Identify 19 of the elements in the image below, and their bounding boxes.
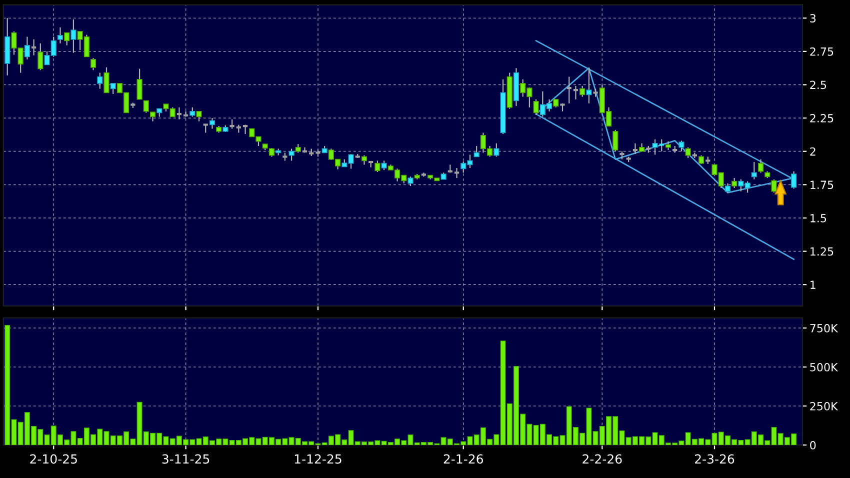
y-tick-label: 1.5 bbox=[810, 214, 826, 222]
y-tick-label: 2.75 bbox=[810, 47, 834, 56]
y-tick-label: 1.75 bbox=[810, 180, 834, 190]
y-tick-label: 3 bbox=[810, 14, 816, 22]
y-tick-label: 750K bbox=[810, 324, 838, 332]
x-tick-label: 2-2-26 bbox=[582, 454, 622, 464]
y-tick-label: 250K bbox=[810, 402, 838, 410]
y-tick-label: 1.25 bbox=[810, 247, 834, 256]
x-tick-label: 1-12-25 bbox=[294, 454, 342, 464]
x-tick-label: 2-1-26 bbox=[444, 454, 483, 464]
y-tick-label: 1 bbox=[810, 280, 816, 289]
x-tick-label: 2-3-26 bbox=[695, 454, 734, 464]
y-tick-label: 2.25 bbox=[810, 114, 834, 122]
y-tick-label: 0 bbox=[810, 440, 816, 450]
x-tick-label: 2-10-25 bbox=[30, 454, 77, 464]
y-tick-label: 2 bbox=[810, 147, 816, 156]
x-tick-label: 3-11-25 bbox=[162, 454, 210, 464]
y-tick-label: 2.5 bbox=[810, 80, 826, 90]
y-tick-label: 500K bbox=[810, 362, 838, 372]
